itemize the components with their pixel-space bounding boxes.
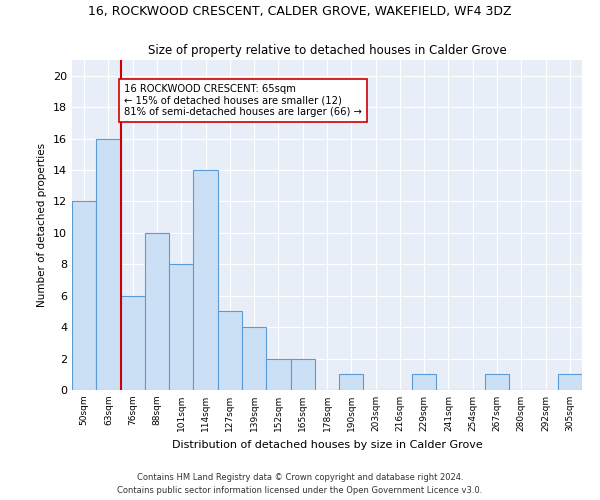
Bar (218, 312, 242, 390)
Bar (485, 374, 509, 390)
Text: 16 ROCKWOOD CRESCENT: 65sqm
← 15% of detached houses are smaller (12)
81% of sem: 16 ROCKWOOD CRESCENT: 65sqm ← 15% of det… (124, 84, 362, 117)
X-axis label: Distribution of detached houses by size in Calder Grove: Distribution of detached houses by size … (172, 440, 482, 450)
Y-axis label: Number of detached properties: Number of detached properties (37, 143, 47, 307)
Bar (266, 358, 290, 390)
Text: Contains HM Land Registry data © Crown copyright and database right 2024.
Contai: Contains HM Land Registry data © Crown c… (118, 474, 482, 495)
Bar (72, 202, 96, 390)
Bar (339, 374, 364, 390)
Bar (412, 374, 436, 390)
Bar (121, 296, 145, 390)
Bar (242, 327, 266, 390)
Text: 16, ROCKWOOD CRESCENT, CALDER GROVE, WAKEFIELD, WF4 3DZ: 16, ROCKWOOD CRESCENT, CALDER GROVE, WAK… (88, 5, 512, 18)
Title: Size of property relative to detached houses in Calder Grove: Size of property relative to detached ho… (148, 44, 506, 58)
Bar (558, 374, 582, 390)
Bar (96, 138, 121, 390)
Bar (290, 358, 315, 390)
Bar (169, 264, 193, 390)
Bar (145, 233, 169, 390)
Bar (193, 170, 218, 390)
